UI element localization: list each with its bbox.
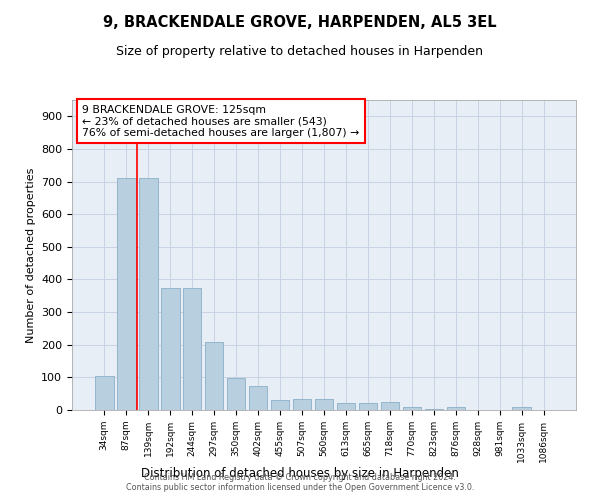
Bar <box>314 399 334 410</box>
Text: 9 BRACKENDALE GROVE: 125sqm
← 23% of detached houses are smaller (543)
76% of se: 9 BRACKENDALE GROVE: 125sqm ← 23% of det… <box>82 104 359 138</box>
Text: 9, BRACKENDALE GROVE, HARPENDEN, AL5 3EL: 9, BRACKENDALE GROVE, HARPENDEN, AL5 3EL <box>103 15 497 30</box>
Bar <box>403 408 421 410</box>
Y-axis label: Number of detached properties: Number of detached properties <box>26 168 35 342</box>
Bar <box>249 386 268 410</box>
Text: Size of property relative to detached houses in Harpenden: Size of property relative to detached ho… <box>116 45 484 58</box>
Bar <box>95 376 113 410</box>
Text: Distribution of detached houses by size in Harpenden: Distribution of detached houses by size … <box>141 467 459 480</box>
Bar <box>293 399 311 410</box>
Bar <box>425 408 443 410</box>
Bar <box>117 178 136 410</box>
Bar <box>161 288 179 410</box>
Bar <box>380 402 399 410</box>
Bar <box>227 378 245 410</box>
Bar <box>205 342 223 410</box>
Bar <box>139 178 158 410</box>
Bar <box>183 288 202 410</box>
Bar <box>359 404 377 410</box>
Bar <box>337 404 355 410</box>
Bar <box>512 408 531 410</box>
Text: Contains HM Land Registry data © Crown copyright and database right 2024.
Contai: Contains HM Land Registry data © Crown c… <box>126 473 474 492</box>
Bar <box>446 406 465 410</box>
Bar <box>271 400 289 410</box>
